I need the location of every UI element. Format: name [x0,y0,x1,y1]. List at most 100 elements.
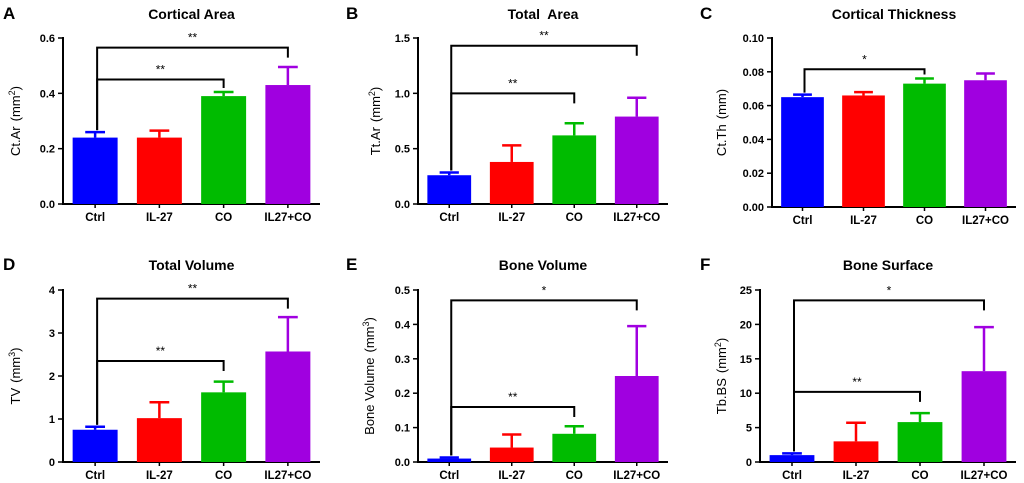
panel-letter: B [346,4,358,23]
x-tick-label: IL-27 [146,212,173,224]
x-tick-label: IL27+CO [613,212,660,224]
bar-ctrl [781,97,824,207]
x-tick-label: IL-27 [146,470,173,482]
y-axis-label-unit-exponent: 2 [7,90,17,95]
bar-il27-co [614,116,659,204]
chart-panel-e: E Bone Volume Bone Volume (mm3) 0.0 0.1 0.2 0.3… [346,255,668,482]
y-tick-label: 0.2 [395,388,410,400]
chart-title: Total Volume [149,257,235,273]
y-axis-label: TV (mm3) [7,348,23,405]
significance-bracket [803,68,926,93]
bar-ctrl [769,455,815,462]
y-tick-label: 1 [49,414,55,426]
y-axis-label-name: Bone Volume [362,358,377,435]
bar-ctrl [427,458,472,462]
bar-il-27 [136,137,182,204]
y-tick-label: 0.08 [743,67,764,79]
significance-label: ** [852,375,862,389]
y-axis-label-name: Ct.Th [714,124,729,156]
x-tick-label: IL-27 [498,470,525,482]
bar-il-27 [136,418,182,462]
y-tick-label: 5 [746,423,752,435]
y-tick-label: 4 [49,285,56,297]
significance-label: * [862,52,867,66]
y-axis-label: Tt.Ar (mm2) [367,87,383,156]
significance-label: ** [188,31,198,45]
chart-panel-f: F Bone Surface Tb.BS (mm2) 0 5 10 15 20 25 Ctrl IL-… [700,255,1016,482]
y-axis-label-name: Tt.Ar [368,126,383,155]
y-axis-label-unit-exponent: 2 [367,91,377,96]
chart-panel-a: A Cortical Area Ct.Ar (mm2) 0.0 0.2 0.4 0.6 Ctrl… [3,4,320,224]
x-tick-label: Ctrl [782,470,802,482]
chart-panel-c: C Cortical Thickness Ct.Th (mm) 0.00 0.02 0.04… [700,4,1016,227]
panel-letter: A [3,4,15,23]
significance-label: ** [156,63,166,77]
y-tick-label: 0.1 [395,423,410,435]
panel-letter: F [700,255,710,274]
x-tick-label: IL27+CO [613,470,660,482]
y-axis-label-unit: (mm [368,96,383,122]
significance-bracket [793,299,985,452]
y-tick-label: 25 [740,285,752,297]
y-tick-label: 0.6 [40,33,55,45]
x-tick-label: Ctrl [793,215,813,227]
x-tick-label: Ctrl [439,212,459,224]
y-axis-label-unit: (mm [714,347,729,373]
y-axis-label-unit-close: ) [714,338,729,342]
y-axis-label-unit: (mm [8,95,23,121]
bar-il-27 [489,161,534,204]
y-axis-label-unit-exponent: 3 [7,352,17,357]
y-tick-label: 0.0 [395,199,410,211]
y-axis-label-name: Ct.Ar [8,126,23,156]
y-tick-label: 1.0 [395,88,410,100]
y-tick-label: 0.10 [743,33,764,45]
bar-il-27 [489,447,534,462]
bar-co [897,422,943,462]
y-tick-label: 0.4 [395,319,411,331]
y-tick-label: 0 [746,457,752,469]
panel-letter: E [346,255,357,274]
y-axis-label-name: TV [8,388,23,405]
significance-label: ** [539,29,549,43]
y-tick-label: 2 [49,371,55,383]
x-tick-label: IL-27 [498,212,525,224]
bar-il27-co [961,371,1007,462]
y-tick-label: 15 [740,354,752,366]
x-tick-label: CO [566,470,583,482]
x-tick-label: CO [215,212,232,224]
bar-co [903,83,946,207]
x-tick-label: IL27+CO [961,470,1008,482]
x-tick-label: CO [566,212,583,224]
bar-co [552,433,597,462]
y-axis-label: Ct.Ar (mm2) [7,86,23,156]
chart-title: Cortical Area [148,6,235,22]
bar-ctrl [427,175,472,204]
y-axis-label-unit: (mm [8,357,23,383]
x-tick-label: IL27+CO [264,470,311,482]
y-tick-label: 0.5 [395,285,410,297]
y-axis-label-unit-close: ) [8,86,23,90]
y-axis-label-unit: (mm [362,327,377,353]
bar-il27-co [964,80,1007,207]
y-tick-label: 0.00 [743,202,764,214]
x-tick-label: Ctrl [439,470,459,482]
bar-co [201,96,247,204]
y-tick-label: 0.5 [395,144,410,156]
chart-title: Bone Volume [499,257,588,273]
y-tick-label: 0.3 [395,354,410,366]
x-tick-label: IL-27 [843,470,870,482]
y-tick-label: 0.2 [40,144,55,156]
y-axis-label-unit-close: ) [362,317,377,321]
bar-il27-co [614,376,659,462]
x-tick-label: Ctrl [85,470,105,482]
significance-label: ** [156,344,166,358]
y-tick-label: 0.02 [743,168,764,180]
y-axis-label: Bone Volume (mm3) [361,317,377,435]
y-tick-label: 1.5 [395,33,410,45]
x-tick-label: CO [911,470,928,482]
bar-il-27 [833,441,879,462]
y-tick-label: 0 [49,457,55,469]
x-tick-label: IL27+CO [264,212,311,224]
y-axis-label-name: Tb.BS [714,378,729,414]
